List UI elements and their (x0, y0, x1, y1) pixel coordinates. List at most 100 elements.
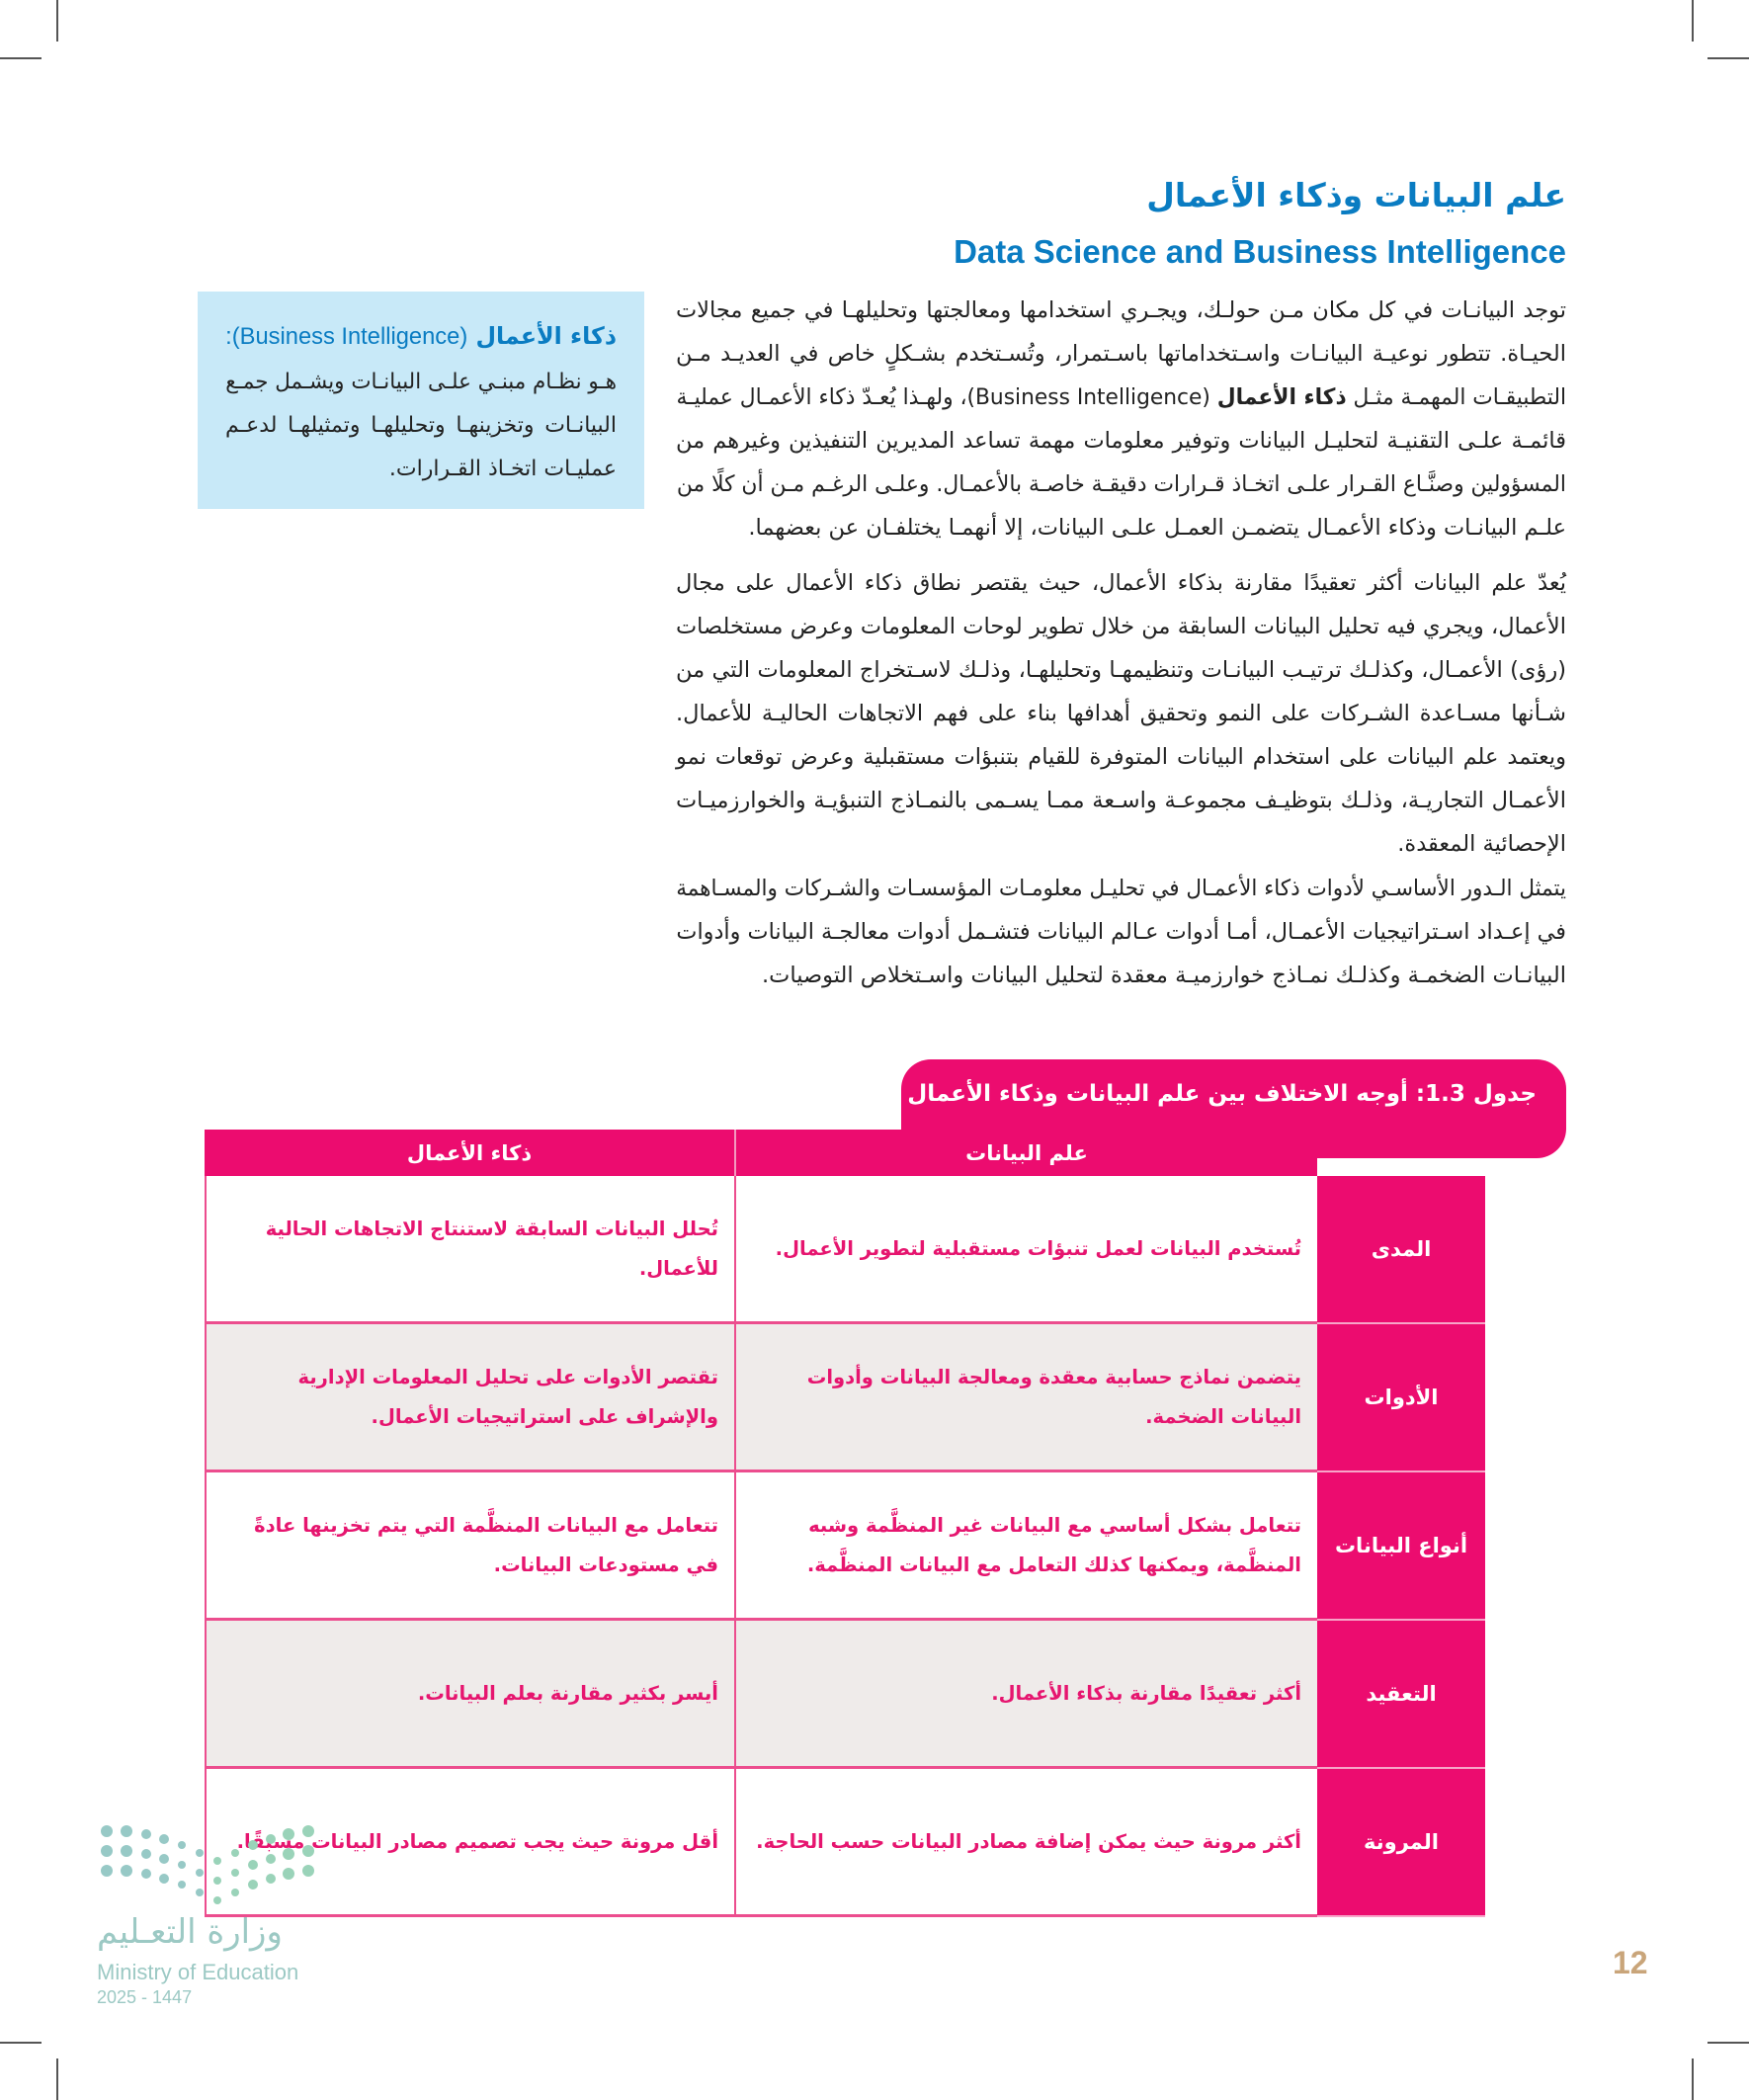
logo-dot (266, 1874, 276, 1884)
text-line: الإحصائية المعقدة. (676, 822, 1566, 866)
text-segment: توجد البيانـات في كل مكان مـن حولـك، ويج… (676, 297, 1566, 323)
business-intelligence-cell: تتعامل مع البيانات المنظَّمة التي يتم تخ… (205, 1472, 734, 1621)
text-segment: (رؤى) الأعمـال، وكذلـك ترتيـب البيانـات … (676, 657, 1566, 683)
text-segment: ويعتمد علم البيانات على استخدام البيانات… (676, 744, 1566, 770)
logo-dot (196, 1849, 204, 1857)
text-segment: البيانـات الضخمـة وكذلـك نمـاذج خوارزميـ… (762, 963, 1566, 988)
text-segment: المسؤولين وصنَّـاع القـرار علـى اتخـاذ ق… (676, 471, 1566, 497)
business-intelligence-cell: أيسر بكثير مقارنة بعلم البيانات. (205, 1621, 734, 1769)
crop-mark (56, 0, 58, 42)
row-label: الأدوات (1317, 1324, 1485, 1472)
section-title-english: Data Science and Business Intelligence (954, 233, 1566, 270)
section-title-arabic: علم البيانات وذكاء الأعمال (1146, 176, 1566, 214)
text-line: الأعمال، ويجري فيه تحليل البيانات السابق… (676, 605, 1566, 648)
text-line: يُعدّ علم البيانات أكثر تعقيدًا مقارنة ب… (676, 561, 1566, 605)
logo-dot (159, 1834, 169, 1844)
text-line: الأعمـال التجاريـة، وذلـك بتوظيـف مجموعـ… (676, 779, 1566, 822)
logo-dot (141, 1869, 151, 1879)
definition-line: هـو نظـام مبنـي علـى البيانـات ويشـمل جم… (225, 370, 617, 394)
table-row: الأدوات يتضمن نماذج حسابية معقدة ومعالجة … (205, 1324, 1485, 1472)
logo-dot (302, 1845, 314, 1857)
row-label: المرونة (1317, 1769, 1485, 1917)
logo-dot (231, 1869, 239, 1877)
logo-dot (159, 1874, 169, 1884)
ministry-logo-dots (101, 1825, 314, 1904)
data-science-cell: أكثر مرونة حيث يمكن إضافة مصادر البيانات… (734, 1769, 1317, 1917)
logo-dot (141, 1829, 151, 1839)
comparison-table: علم البيانات ذكاء الأعمال المدى تُستخدم ا… (205, 1130, 1485, 1917)
logo-dot (248, 1860, 258, 1870)
text-line: توجد البيانـات في كل مكان مـن حولـك، ويج… (676, 289, 1566, 332)
row-label: أنواع البيانات (1317, 1472, 1485, 1621)
business-intelligence-cell: تقتصر الأدوات على تحليل المعلومات الإدار… (205, 1324, 734, 1472)
text-line: الحيـاة. تتطور نوعيـة البيانـات واسـتخدا… (676, 332, 1566, 376)
logo-dot (101, 1825, 113, 1837)
logo-dot (178, 1841, 186, 1849)
term-english: (Business Intelligence): (225, 323, 468, 350)
data-science-cell: أكثر تعقيدًا مقارنة بذكاء الأعمال. (734, 1621, 1317, 1769)
crop-mark (1692, 0, 1694, 42)
logo-dot (121, 1845, 132, 1857)
table-row: المدى تُستخدم البيانات لعمل تنبؤات مستقبل… (205, 1176, 1485, 1324)
text-segment: يتمثل الـدور الأساسـي لأدوات ذكاء الأعمـ… (676, 876, 1566, 901)
text-segment: علـم البيانـات وذكاء الأعمـال يتضمـن الع… (748, 515, 1566, 541)
data-science-cell: يتضمن نماذج حسابية معقدة ومعالجة البيانا… (734, 1324, 1317, 1472)
paragraph: يُعدّ علم البيانات أكثر تعقيدًا مقارنة ب… (676, 561, 1566, 866)
business-intelligence-cell: أقل مرونة حيث يجب تصميم مصادر البيانات م… (205, 1769, 734, 1917)
data-science-cell: تتعامل بشكل أساسي مع البيانات غير المنظَ… (734, 1472, 1317, 1621)
logo-dot (283, 1848, 294, 1860)
logo-dot (248, 1880, 258, 1890)
logo-dot (283, 1868, 294, 1880)
text-segment: يُعدّ علم البيانات أكثر تعقيدًا مقارنة ب… (676, 570, 1566, 596)
logo-dot (178, 1881, 186, 1889)
table-row: التعقيد أكثر تعقيدًا مقارنة بذكاء الأعمال… (205, 1621, 1485, 1769)
text-segment: (Business Intelligence)، ولهـذا يُعـدّ ذ… (676, 384, 1217, 410)
logo-dot (283, 1828, 294, 1840)
crop-mark (1692, 2058, 1694, 2100)
logo-dot (196, 1869, 204, 1877)
table-header-row: علم البيانات ذكاء الأعمال (205, 1130, 1485, 1176)
logo-dot (121, 1865, 132, 1877)
business-intelligence-cell: تُحلل البيانات السابقة لاستنتاج الاتجاها… (205, 1176, 734, 1324)
bold-term: ذكاء الأعمال (1216, 384, 1347, 410)
page-number: 12 (1613, 1945, 1648, 1980)
crop-mark (56, 2058, 58, 2100)
text-line: ويعتمد علم البيانات على استخدام البيانات… (676, 735, 1566, 779)
logo-dot (101, 1865, 113, 1877)
logo-dot (231, 1849, 239, 1857)
paragraph: يتمثل الـدور الأساسـي لأدوات ذكاء الأعمـ… (676, 867, 1566, 997)
crop-mark (0, 57, 42, 59)
crop-mark (0, 2042, 42, 2044)
text-segment: الأعمال، ويجري فيه تحليل البيانات السابق… (676, 614, 1566, 639)
logo-dot (213, 1857, 221, 1865)
text-line: البيانـات الضخمـة وكذلـك نمـاذج خوارزميـ… (676, 954, 1566, 997)
logo-dot (213, 1877, 221, 1885)
definition-line: عمليـات اتخـاذ القـرارات. (388, 457, 617, 481)
row-label: التعقيد (1317, 1621, 1485, 1769)
logo-dot (266, 1834, 276, 1844)
text-line: شـأنها مسـاعدة الشـركات على النمو وتحقيق… (676, 692, 1566, 735)
text-segment: الحيـاة. تتطور نوعيـة البيانـات واسـتخدا… (676, 341, 1566, 367)
column-header-business-intelligence: ذكاء الأعمال (205, 1130, 734, 1176)
edition-year: 2025 - 1447 (97, 1987, 193, 2007)
text-line: التطبيقـات المهمـة مثـل ذكاء الأعمال (Bu… (676, 376, 1566, 419)
text-line: قائمـة علـى التقنيـة لتحليـل البيانات وت… (676, 419, 1566, 462)
paragraph: توجد البيانـات في كل مكان مـن حولـك، ويج… (676, 289, 1566, 549)
header-spacer (1317, 1130, 1485, 1176)
table-row: أنواع البيانات تتعامل بشكل أساسي مع البيا… (205, 1472, 1485, 1621)
logo-dot (266, 1854, 276, 1864)
text-line: علـم البيانـات وذكاء الأعمـال يتضمـن الع… (676, 506, 1566, 549)
logo-dot (231, 1889, 239, 1896)
text-segment: قائمـة علـى التقنيـة لتحليـل البيانات وت… (676, 428, 1566, 454)
text-line: المسؤولين وصنَّـاع القـرار علـى اتخـاذ ق… (676, 462, 1566, 506)
logo-dot (248, 1840, 258, 1850)
logo-text-english: Ministry of Education (97, 1960, 299, 1984)
logo-dot (196, 1889, 204, 1896)
row-label: المدى (1317, 1176, 1485, 1324)
text-segment: في إعـداد اسـتراتيجيات الأعمـال، أمـا أد… (676, 919, 1566, 945)
logo-dot (159, 1854, 169, 1864)
definition-box: ذكاء الأعمال (Business Intelligence): هـ… (198, 292, 644, 509)
definition-term: ذكاء الأعمال (Business Intelligence): (225, 311, 617, 361)
logo-dot (121, 1825, 132, 1837)
text-line: (رؤى) الأعمـال، وكذلـك ترتيـب البيانـات … (676, 648, 1566, 692)
